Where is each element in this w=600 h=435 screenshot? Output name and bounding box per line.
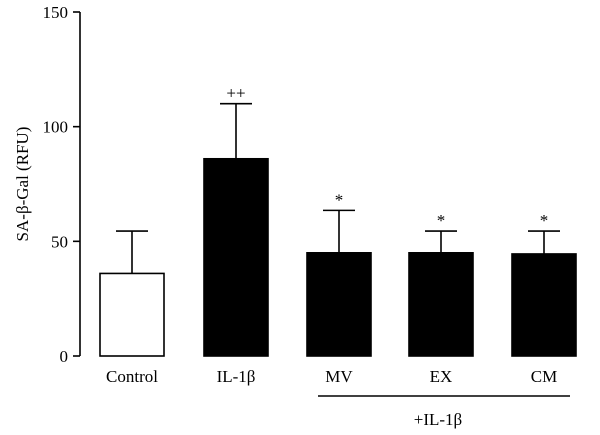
y-tick-label: 50 <box>51 232 68 251</box>
significance-label: ++ <box>226 84 245 103</box>
bar-control <box>99 272 165 357</box>
y-tick-label: 150 <box>43 3 69 22</box>
bar-mv <box>306 252 372 357</box>
significance-label: * <box>335 190 344 209</box>
significance-label: * <box>540 211 549 230</box>
category-label: IL-1β <box>217 367 256 386</box>
bar-il-1- <box>203 157 269 357</box>
category-label: MV <box>325 367 353 386</box>
labels: 0 50 100 150 Control IL-1β ++ MV * EX * CM * <box>43 3 558 386</box>
y-axis-title: SA-β-Gal (RFU) <box>13 127 32 242</box>
significance-label: * <box>437 211 446 230</box>
y-tick-label: 100 <box>43 118 69 137</box>
bars <box>99 102 577 357</box>
axes <box>73 11 570 397</box>
category-label: Control <box>106 367 158 386</box>
bar-cm <box>511 253 577 357</box>
bar-ex <box>408 252 474 357</box>
category-label: CM <box>531 367 557 386</box>
y-tick-label: 0 <box>60 347 69 366</box>
group-label: +IL-1β <box>414 410 462 429</box>
category-label: EX <box>430 367 453 386</box>
